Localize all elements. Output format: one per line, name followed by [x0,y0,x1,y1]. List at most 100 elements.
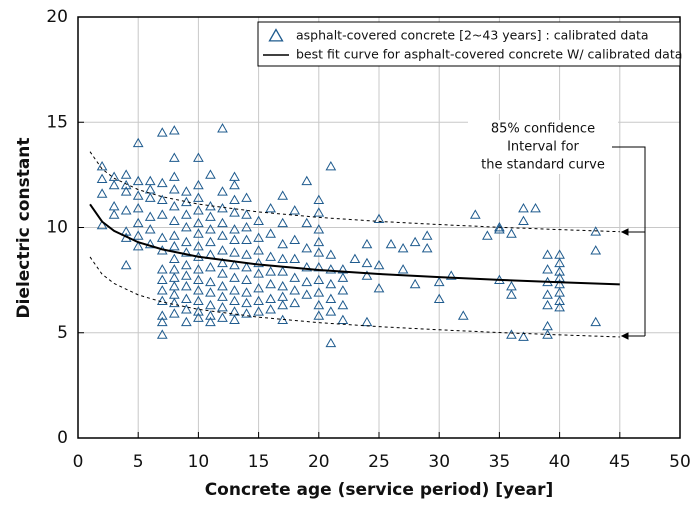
data-point [180,293,192,303]
data-point [168,253,180,263]
data-point [301,217,313,228]
data-point [506,280,517,291]
data-point [229,247,240,257]
data-point [180,221,192,232]
data-point [265,293,277,303]
data-point [433,293,445,303]
data-point [217,245,228,255]
annotation-text: Interval for [507,140,579,155]
data-point [301,289,313,299]
data-point [241,287,252,297]
data-point [277,253,289,263]
data-point [168,230,180,240]
data-point [144,224,156,234]
arrow-head [620,228,629,236]
data-point [156,209,168,219]
data-point [193,192,204,202]
legend: asphalt-covered concrete [2~43 years] : … [263,28,682,62]
data-point [253,245,264,255]
data-point [313,310,325,320]
data-point [590,316,602,327]
data-point [409,278,421,289]
data-point [385,238,397,249]
data-point [193,295,204,306]
data-point [241,192,252,202]
data-point [337,299,349,310]
data-point [277,217,289,228]
x-tick-label: 0 [73,452,84,472]
data-point [108,200,120,211]
data-point [494,224,505,234]
data-point [301,276,313,287]
data-point [325,264,337,274]
data-point [325,337,337,348]
data-point [229,224,240,234]
data-point [180,316,192,327]
y-tick-label: 0 [57,428,68,448]
data-point [168,215,180,226]
y-tick-label: 5 [57,323,68,343]
data-point [325,293,337,303]
legend-marker [268,28,284,42]
data-point [265,266,277,276]
data-point [132,240,144,251]
data-point [168,200,180,211]
data-point [193,217,204,228]
data-point [229,194,240,205]
data-point [253,215,264,226]
data-point [156,264,168,274]
data-point [144,238,156,249]
data-point [144,175,156,186]
x-tick-label: 40 [549,452,571,472]
data-point [241,261,252,272]
data-point [168,264,180,274]
data-point [168,272,180,282]
fit-line [89,203,620,286]
data-point [96,188,108,198]
data-point [120,169,132,179]
data-point [265,278,277,289]
confidence-band [89,256,620,338]
data-point [337,314,349,324]
data-point [542,329,553,339]
data-point [229,272,240,282]
legend-label: best fit curve for asphalt-covered concr… [296,47,682,62]
data-point [301,243,313,253]
data-point [349,253,361,263]
data-point [193,179,204,190]
data-point [313,287,325,297]
data-point [132,217,144,228]
x-tick-label: 20 [308,452,330,472]
data-point [193,312,204,322]
data-point [120,259,132,270]
data-point [542,289,553,299]
data-point [144,211,156,221]
annotation-bg [468,138,618,156]
data-point [265,203,277,213]
data-point [180,247,192,257]
data-point [120,179,132,190]
data-point [180,196,192,207]
data-point [132,230,144,240]
x-tick-label: 10 [188,452,210,472]
annotation-text: the standard curve [481,158,605,173]
data-point [108,209,120,219]
data-point [506,228,517,238]
data-point [289,253,301,263]
plot-frame [77,16,681,439]
data-point [265,251,277,261]
data-point [180,209,192,219]
data-point [469,209,481,219]
data-point [421,230,433,240]
data-point [120,226,132,236]
data-point [253,283,264,293]
data-point [554,266,565,276]
data-point [180,259,192,270]
data-point [313,224,325,234]
data-point [530,203,541,213]
data-point [277,190,289,200]
data-point [156,329,168,339]
data-point [156,177,168,188]
x-tick-label: 25 [368,452,390,472]
